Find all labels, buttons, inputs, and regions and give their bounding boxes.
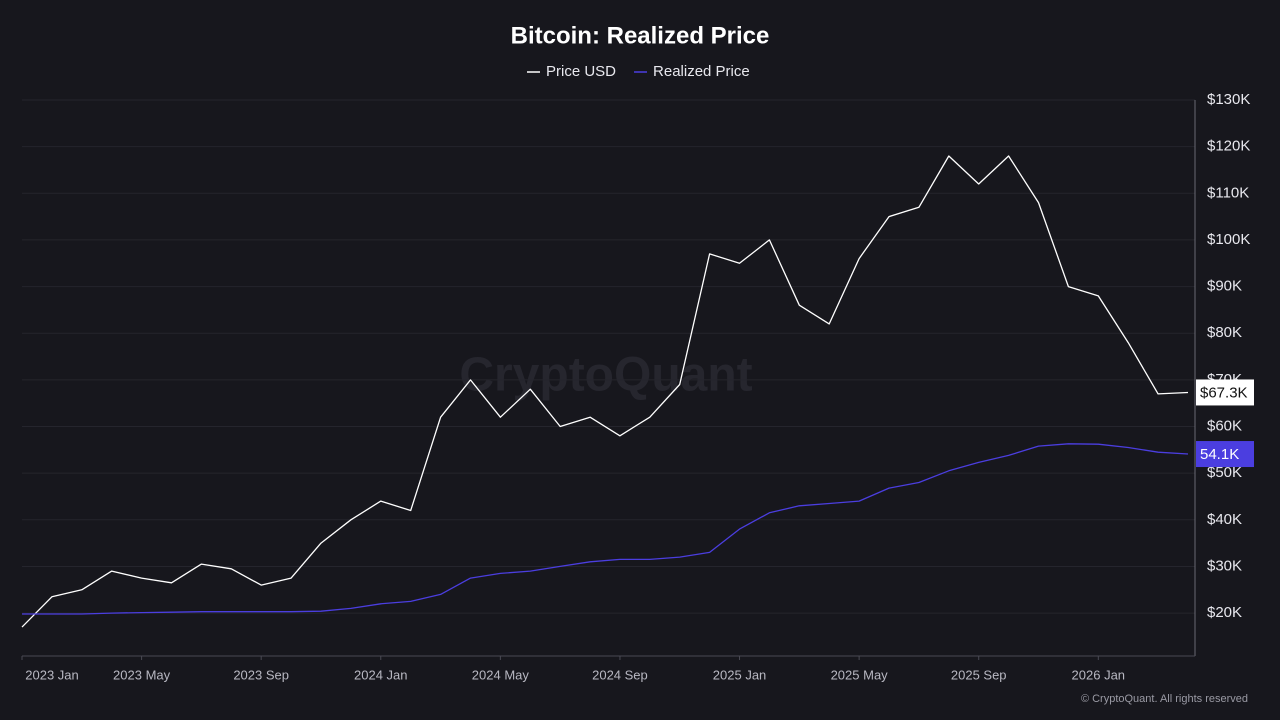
legend-label: Price USD xyxy=(546,63,616,80)
last-value-label: 54.1K xyxy=(1200,446,1239,463)
legend-label: Realized Price xyxy=(653,63,750,80)
footer: © CryptoQuant. All rights reserved xyxy=(1081,693,1248,705)
series-line xyxy=(21,155,1189,628)
x-tick-label: 2024 Sep xyxy=(592,667,648,682)
series-line xyxy=(22,443,1189,615)
y-tick-label: $80K xyxy=(1207,324,1242,341)
y-tick-label: $100K xyxy=(1207,231,1250,248)
x-tick-label: 2023 Jan xyxy=(25,667,79,682)
last-value-label: $67.3K xyxy=(1200,384,1248,401)
x-tick-label: 2026 Jan xyxy=(1072,667,1126,682)
y-tick-label: $130K xyxy=(1207,91,1250,108)
y-tick-label: $40K xyxy=(1207,511,1242,528)
x-tick-label: 2024 Jan xyxy=(354,667,408,682)
y-tick-label: $30K xyxy=(1207,557,1242,574)
y-tick-label: $90K xyxy=(1207,278,1242,295)
y-tick-label: $120K xyxy=(1207,138,1250,155)
y-tick-label: $50K xyxy=(1207,464,1242,481)
x-tick-label: 2024 May xyxy=(472,667,530,682)
x-tick-label: 2025 Sep xyxy=(951,667,1007,682)
last-value-badge xyxy=(1196,441,1254,468)
y-tick-label: $60K xyxy=(1207,417,1242,434)
last-value-badge xyxy=(1196,379,1254,406)
y-tick-label: $110K xyxy=(1207,184,1249,201)
x-tick-label: 2025 Jan xyxy=(713,667,767,682)
x-tick-label: 2023 May xyxy=(113,667,171,682)
watermark: CryptoQuant xyxy=(459,349,752,402)
x-tick-label: 2025 May xyxy=(831,667,889,682)
y-tick-label: $20K xyxy=(1207,604,1242,621)
x-tick-label: 2023 Sep xyxy=(233,667,289,682)
chart-title: Bitcoin: Realized Price xyxy=(511,22,770,49)
